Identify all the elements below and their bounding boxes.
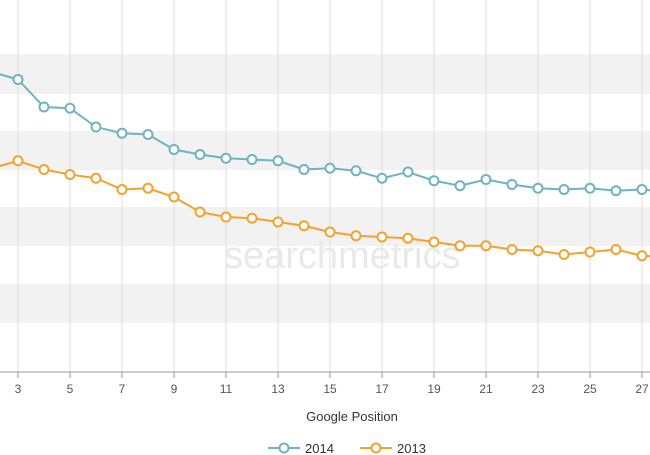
x-tick-label: 25 [583, 382, 597, 396]
data-point-2013[interactable] [246, 212, 258, 224]
x-axis-ticks: 3 5 7 9 11 13 15 17 19 21 23 25 27 [15, 372, 649, 396]
data-point-2014[interactable] [220, 152, 232, 164]
legend: 2014 2013 [268, 441, 426, 455]
data-point-2014[interactable] [506, 179, 518, 190]
x-tick-label: 15 [323, 382, 337, 396]
data-point-2014[interactable] [584, 182, 596, 194]
data-point-2014[interactable] [142, 129, 154, 140]
data-point-2013[interactable] [506, 244, 518, 255]
data-point-2014[interactable] [324, 162, 336, 174]
data-point-2014[interactable] [12, 74, 24, 85]
data-point-2013[interactable] [402, 232, 414, 244]
legend-label-2014: 2014 [305, 441, 334, 455]
legend-item-2013[interactable]: 2013 [360, 441, 426, 455]
grid-band [0, 207, 650, 246]
legend-label-2013: 2013 [397, 441, 426, 455]
x-tick-label: 19 [427, 382, 441, 396]
data-point-2013[interactable] [220, 211, 232, 223]
data-point-2014[interactable] [38, 101, 50, 113]
x-tick-label: 21 [479, 382, 493, 396]
x-tick-label: 23 [531, 382, 545, 396]
data-point-2014[interactable] [454, 180, 466, 192]
x-tick-label: 7 [119, 382, 126, 396]
data-point-2013[interactable] [12, 155, 24, 167]
data-point-2014[interactable] [350, 165, 362, 177]
legend-marker-2014 [278, 442, 290, 454]
data-point-2014[interactable] [636, 184, 648, 195]
data-point-2013[interactable] [350, 230, 362, 242]
data-point-2013[interactable] [636, 250, 648, 262]
data-point-2013[interactable] [558, 249, 570, 260]
data-point-2013[interactable] [454, 240, 466, 252]
series-2013 [0, 155, 650, 262]
data-point-2014[interactable] [168, 144, 180, 155]
data-point-2013[interactable] [38, 164, 50, 175]
x-axis-title: Google Position [306, 409, 398, 424]
data-point-2013[interactable] [376, 231, 388, 243]
data-point-2013[interactable] [298, 220, 310, 232]
data-point-2014[interactable] [532, 182, 544, 194]
data-point-2014[interactable] [376, 172, 388, 184]
data-point-2014[interactable] [90, 121, 102, 133]
data-point-2014[interactable] [428, 175, 440, 187]
watermark-text: searchmetrics [224, 235, 461, 277]
data-point-2013[interactable] [142, 182, 154, 194]
data-point-2013[interactable] [116, 184, 128, 195]
data-point-2013[interactable] [428, 236, 440, 248]
data-point-2014[interactable] [246, 154, 258, 165]
data-point-2014[interactable] [194, 149, 206, 160]
x-tick-label: 11 [220, 382, 233, 396]
data-point-2013[interactable] [64, 169, 76, 180]
data-point-2013[interactable] [194, 206, 206, 218]
data-point-2013[interactable] [324, 226, 336, 238]
watermark: searchmetrics [224, 235, 461, 277]
legend-marker-2013 [370, 442, 382, 454]
data-point-2013[interactable] [610, 244, 622, 255]
data-point-2013[interactable] [584, 246, 596, 258]
data-point-2014[interactable] [64, 102, 76, 114]
x-tick-label: 27 [635, 382, 649, 396]
data-point-2014[interactable] [116, 127, 128, 139]
data-point-2014[interactable] [298, 164, 310, 175]
data-point-2014[interactable] [272, 155, 284, 167]
legend-item-2014[interactable]: 2014 [268, 441, 334, 455]
data-point-2014[interactable] [558, 184, 570, 195]
data-point-2013[interactable] [480, 240, 492, 252]
x-tick-label: 9 [171, 382, 178, 396]
data-point-2014[interactable] [480, 174, 492, 185]
data-point-2014[interactable] [610, 185, 622, 197]
grid-band [0, 54, 650, 94]
data-point-2013[interactable] [168, 191, 180, 203]
x-tick-label: 13 [271, 382, 285, 396]
series-2014 [0, 73, 650, 197]
data-point-2013[interactable] [90, 172, 102, 184]
grid-bands [0, 54, 650, 323]
x-tick-label: 3 [15, 382, 22, 396]
x-tick-label: 17 [375, 382, 389, 396]
data-point-2013[interactable] [532, 245, 544, 257]
grid-band [0, 284, 650, 323]
data-point-2014[interactable] [402, 166, 414, 178]
x-tick-label: 5 [67, 382, 74, 396]
series-layer [0, 73, 650, 262]
data-point-2013[interactable] [272, 216, 284, 228]
grid-band [0, 131, 650, 170]
